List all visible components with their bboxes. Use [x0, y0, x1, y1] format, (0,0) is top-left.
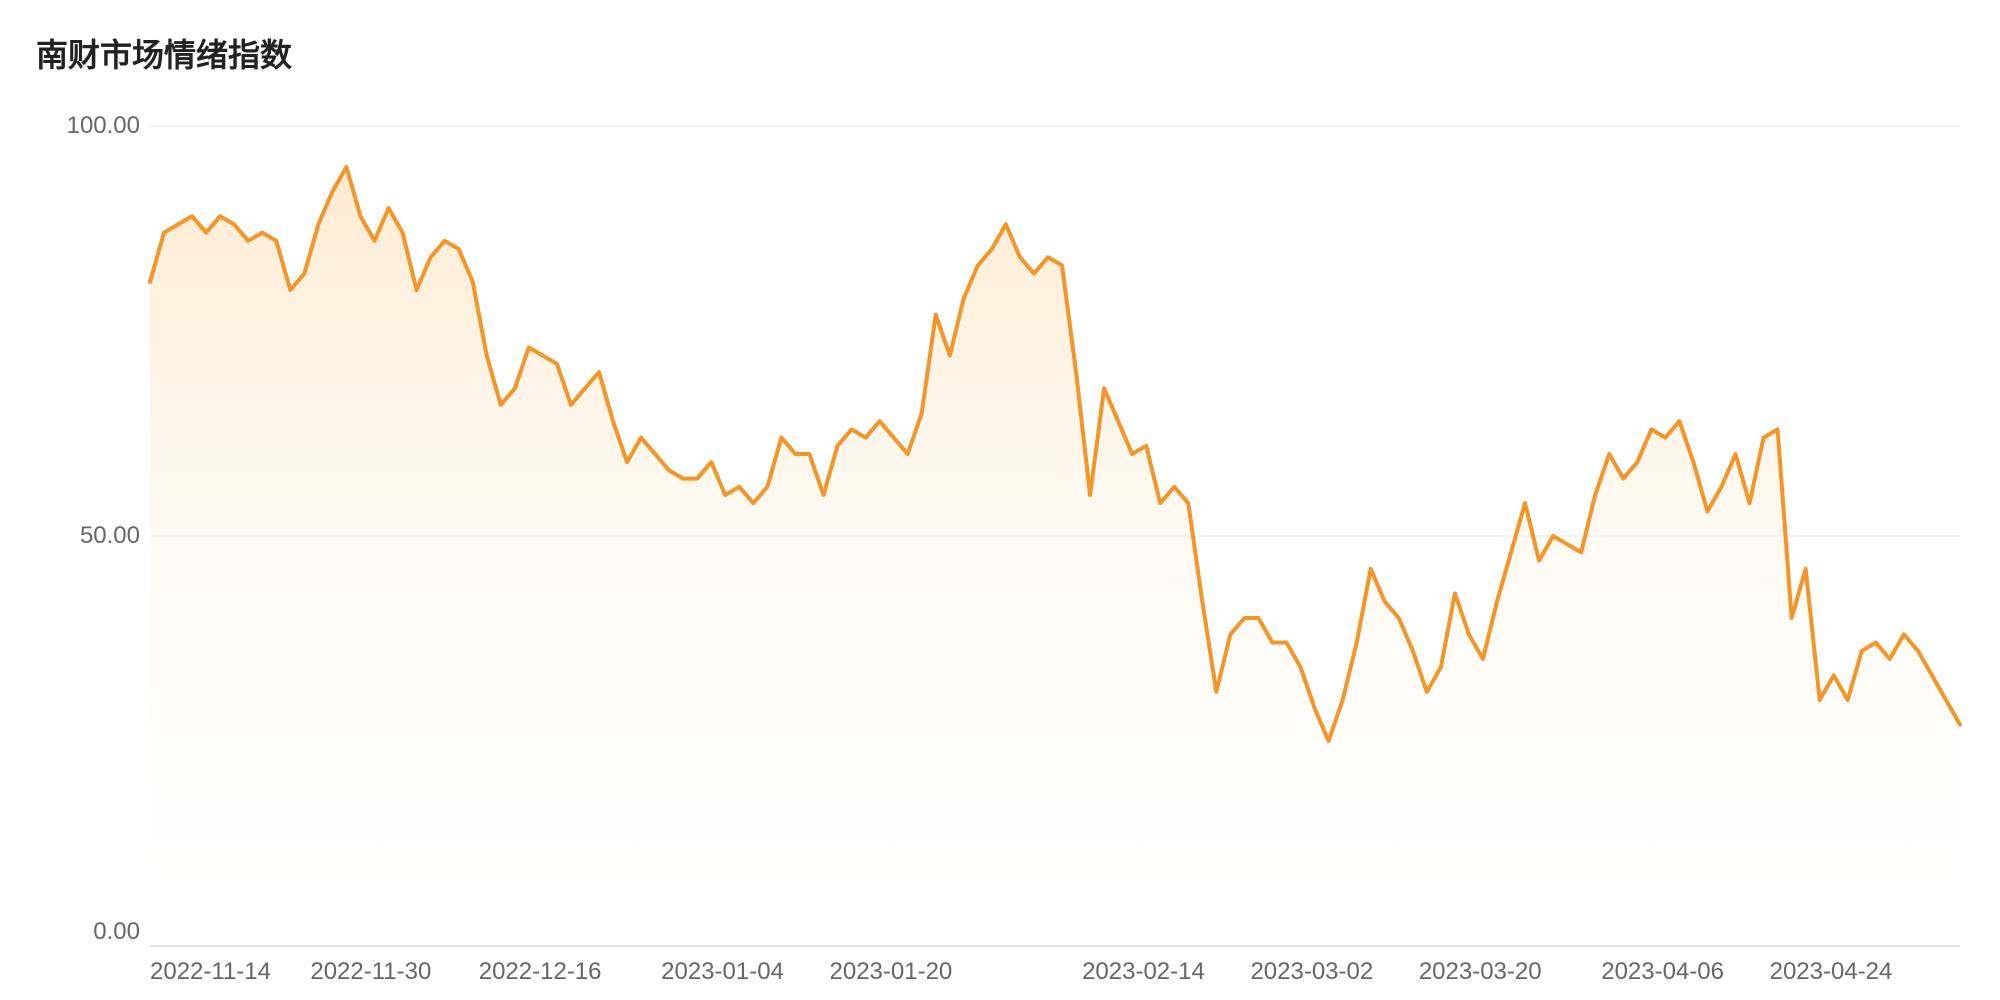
plot-svg: [150, 126, 1960, 946]
x-axis-label: 2022-12-16: [479, 958, 602, 986]
chart-title: 南财市场情绪指数: [36, 30, 1970, 76]
y-axis-label: 0.00: [93, 918, 140, 946]
chart-wrap: 0.0050.00100.00 2022-11-142022-11-302022…: [30, 116, 1970, 986]
y-axis-label: 50.00: [80, 522, 140, 550]
plot-area: [150, 126, 1960, 946]
x-axis-label: 2023-03-20: [1419, 958, 1542, 986]
y-axis-label: 100.00: [67, 112, 140, 140]
chart-container: 南财市场情绪指数 0.00 50.00 100.00 2022-11-14 2022-…: [0, 0, 2000, 1000]
x-axis-label: 2023-04-06: [1601, 958, 1724, 986]
series-area: [150, 167, 1960, 946]
x-axis-label: 2023-03-02: [1250, 958, 1373, 986]
x-axis-label: 2023-01-20: [830, 958, 953, 986]
x-axis-label: 2023-04-24: [1770, 958, 1893, 986]
x-axis-label: 2022-11-14: [150, 958, 271, 986]
x-axis-label: 2023-01-04: [661, 958, 784, 986]
x-axis-label: 2023-02-14: [1082, 958, 1205, 986]
x-axis-label: 2022-11-30: [310, 958, 431, 986]
